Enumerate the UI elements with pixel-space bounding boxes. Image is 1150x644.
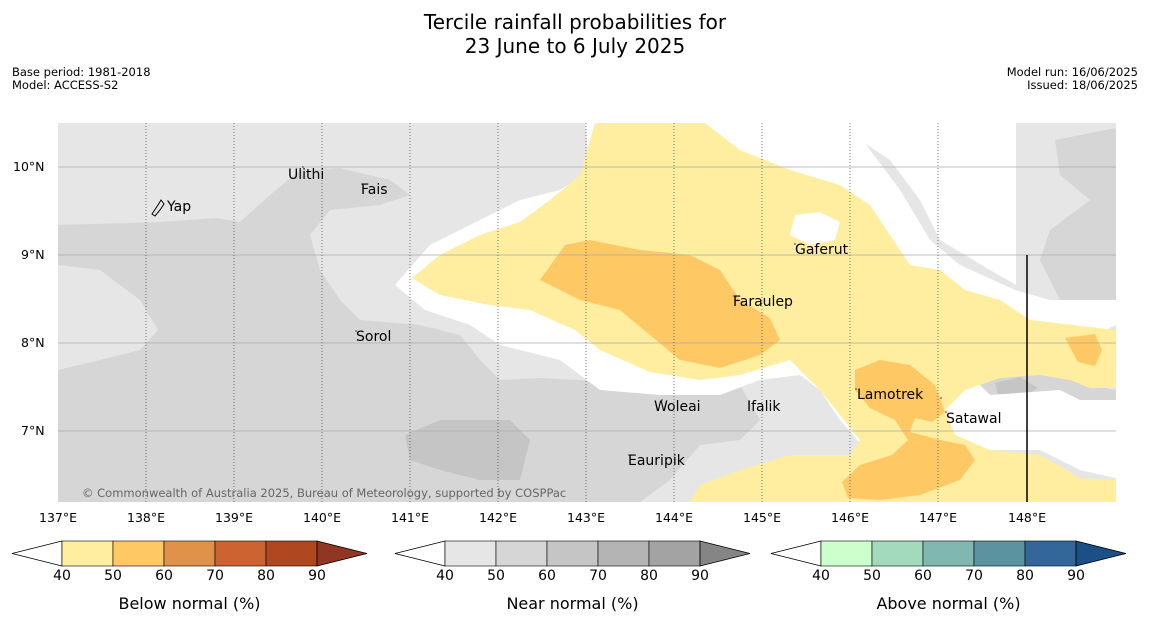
yap-island-shape xyxy=(151,199,165,217)
above-normal-legend-tick: 70 xyxy=(965,568,983,584)
below-normal-legend-swatch xyxy=(163,540,216,567)
lon-label-143e: 143°E xyxy=(566,510,606,525)
below-normal-legend-swatch xyxy=(214,540,267,567)
below-normal-50-spot xyxy=(1065,334,1102,366)
lon-label-141e: 141°E xyxy=(390,510,430,525)
near-normal-legend-tick: 90 xyxy=(691,568,709,584)
near-normal-60-region xyxy=(405,420,530,480)
lon-label-145e: 145°E xyxy=(742,510,782,525)
below-normal-legend-tick: 80 xyxy=(257,568,275,584)
place-yap: Yap xyxy=(167,199,192,215)
near-normal-legend-swatch xyxy=(444,540,497,567)
lon-label-140e: 140°E xyxy=(302,510,342,525)
place-ifalik: Ifalik xyxy=(747,399,781,415)
graticule xyxy=(58,123,1116,502)
above-normal-legend-tick: 50 xyxy=(863,568,881,584)
issued-text: Issued: 18/06/2025 xyxy=(1027,78,1138,92)
lat-label-7n: 7°N xyxy=(21,423,45,438)
place-sorol: Sorol xyxy=(356,329,392,345)
below-normal-legend-swatch xyxy=(112,540,165,567)
near-normal-legend-swatch xyxy=(495,540,548,567)
near-normal-legend-swatch xyxy=(648,540,701,567)
near-normal-legend-tick: 40 xyxy=(436,568,454,584)
above-normal-legend-tick: 90 xyxy=(1067,568,1085,584)
near-normal-50-region-east xyxy=(1040,128,1116,300)
above-normal-legend-swatch xyxy=(871,540,924,567)
above-normal-legend-swatch xyxy=(1024,540,1077,567)
below-normal-legend-tick: 60 xyxy=(155,568,173,584)
lon-label-139e: 139°E xyxy=(214,510,254,525)
model-run-text: Model run: 16/06/2025 xyxy=(1006,65,1138,79)
near-normal-legend-tick: 70 xyxy=(589,568,607,584)
below-normal-legend-tick: 70 xyxy=(206,568,224,584)
place-eauripik: Eauripik xyxy=(628,453,685,469)
near-normal-legend-swatch xyxy=(546,540,599,567)
lon-label-142e: 142°E xyxy=(478,510,518,525)
lon-label-144e: 144°E xyxy=(654,510,694,525)
above-normal-legend-low-extension xyxy=(770,540,822,567)
above-normal-legend-tick: 60 xyxy=(914,568,932,584)
below-normal-legend-swatch xyxy=(61,540,114,567)
place-faraulep: Faraulep xyxy=(733,294,793,310)
probability-field xyxy=(58,123,1116,502)
near-normal-legend-tick: 60 xyxy=(538,568,556,584)
place-ulithi: Ulithi xyxy=(288,167,325,183)
copyright-text: © Commonwealth of Australia 2025, Bureau… xyxy=(82,486,567,500)
place-satawal: Satawal xyxy=(946,411,1002,427)
below-normal-legend-tick: 90 xyxy=(308,568,326,584)
below-normal-legend-title: Below normal (%) xyxy=(118,594,261,613)
lon-label-147e: 147°E xyxy=(918,510,958,525)
near-normal-legend-low-extension xyxy=(394,540,446,567)
base-period-text: Base period: 1981-2018 xyxy=(12,65,151,79)
below-normal-50-region-south xyxy=(842,360,975,500)
lat-label-8n: 8°N xyxy=(21,335,45,350)
above-normal-legend-tick: 40 xyxy=(812,568,830,584)
map-title-line2: 23 June to 6 July 2025 xyxy=(464,34,686,58)
above-normal-legend-high-extension xyxy=(1075,540,1127,567)
meta-left: Base period: 1981-2018 Model: ACCESS-S2 xyxy=(12,66,151,92)
lon-label-148e: 148°E xyxy=(1007,510,1047,525)
lon-label-146e: 146°E xyxy=(830,510,870,525)
island-markers xyxy=(151,166,947,456)
lat-label-9n: 9°N xyxy=(21,247,45,262)
place-woleai: Woleai xyxy=(654,399,701,415)
near-normal-legend-tick: 50 xyxy=(487,568,505,584)
no-signal-buffer-north xyxy=(772,123,1016,285)
lon-label-138e: 138°E xyxy=(126,510,166,525)
below-normal-legend-tick: 40 xyxy=(53,568,71,584)
model-text: Model: ACCESS-S2 xyxy=(12,78,119,92)
below-normal-legend-high-extension xyxy=(316,540,368,567)
above-normal-legend-title: Above normal (%) xyxy=(876,594,1021,613)
below-normal-legend-tick: 50 xyxy=(104,568,122,584)
place-fais: Fais xyxy=(361,182,388,198)
near-normal-legend-title: Near normal (%) xyxy=(506,594,639,613)
above-normal-legend-swatch xyxy=(922,540,975,567)
below-normal-50-region xyxy=(540,240,780,368)
near-normal-legend-tick: 80 xyxy=(640,568,658,584)
meta-right: Model run: 16/06/2025 Issued: 18/06/2025 xyxy=(1007,66,1138,92)
map-title-line1: Tercile rainfall probabilities for xyxy=(423,10,727,34)
place-lamotrek: Lamotrek xyxy=(857,387,924,403)
above-normal-legend-swatch xyxy=(973,540,1026,567)
no-signal-hole xyxy=(790,212,840,245)
near-normal-legend-high-extension xyxy=(699,540,751,567)
above-normal-legend-swatch xyxy=(820,540,873,567)
below-normal-legend-low-extension xyxy=(11,540,63,567)
near-normal-50-region xyxy=(58,168,760,502)
lon-label-137e: 137°E xyxy=(38,510,78,525)
lat-label-10n: 10°N xyxy=(13,159,45,174)
place-gaferut: Gaferut xyxy=(795,242,849,258)
below-normal-legend-swatch xyxy=(265,540,318,567)
legend-bars xyxy=(11,540,1127,567)
near-normal-legend-swatch xyxy=(597,540,650,567)
above-normal-legend-tick: 80 xyxy=(1016,568,1034,584)
